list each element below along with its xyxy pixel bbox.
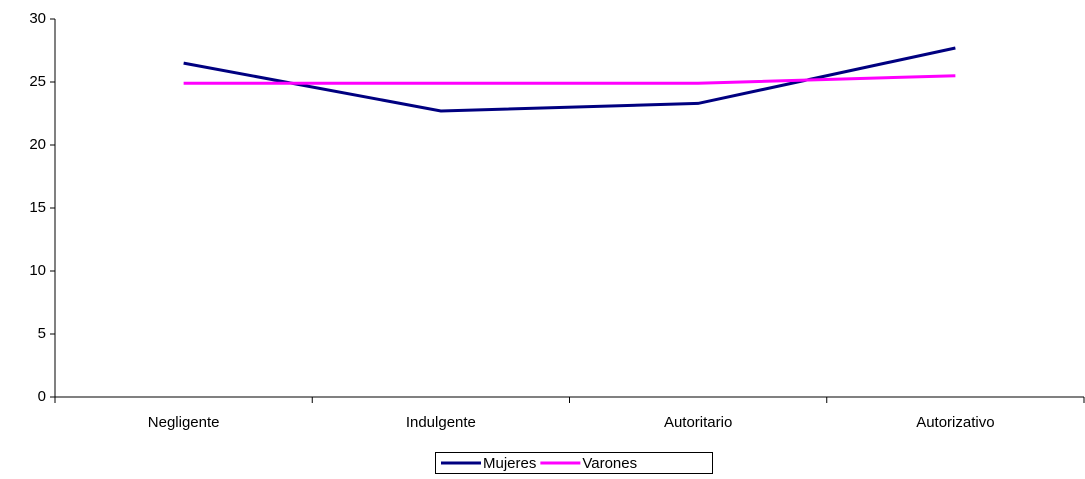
x-tick-label: Autorizativo [916, 414, 994, 431]
x-tick-label: Autoritario [664, 414, 732, 431]
y-tick-label: 15 [29, 199, 46, 216]
y-tick-label: 5 [38, 325, 46, 342]
y-tick-label: 10 [29, 262, 46, 279]
series-line [183, 74, 956, 85]
series-line [183, 46, 956, 113]
y-tick-label: 0 [38, 388, 46, 405]
y-tick-label: 25 [29, 73, 46, 90]
x-tick-label: Indulgente [406, 414, 476, 431]
y-tick-label: 30 [29, 10, 46, 27]
y-tick-label: 20 [29, 136, 46, 153]
legend-label: Mujeres [483, 455, 536, 472]
x-tick-label: Negligente [148, 414, 220, 431]
legend-label: Varones [582, 455, 637, 472]
